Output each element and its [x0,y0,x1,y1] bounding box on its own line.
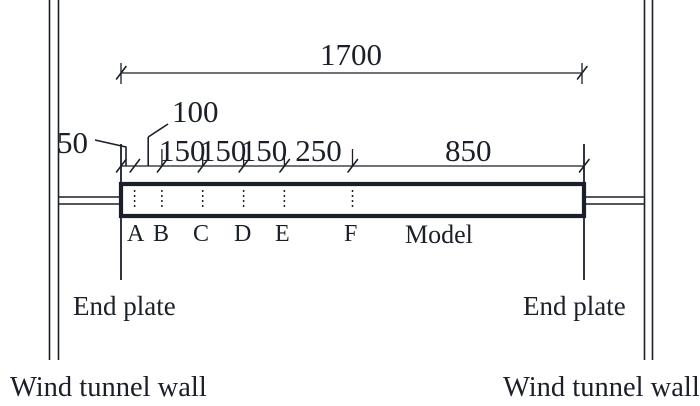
svg-text:850: 850 [445,133,492,168]
svg-text:A: A [127,221,145,247]
svg-text:E: E [275,221,290,247]
svg-text:End plate: End plate [523,291,626,321]
svg-text:Model: Model [405,220,473,249]
svg-text:D: D [234,221,251,247]
svg-text:150: 150 [159,133,206,168]
svg-text:250: 250 [295,133,342,168]
svg-text:End plate: End plate [73,291,176,321]
svg-text:150: 150 [241,133,288,168]
svg-text:C: C [193,221,209,247]
svg-text:1700: 1700 [320,37,382,72]
svg-text:B: B [153,221,169,247]
svg-text:150: 150 [200,133,247,168]
svg-text:50: 50 [57,125,88,160]
svg-text:Wind tunnel wall: Wind tunnel wall [503,372,700,403]
svg-text:Wind tunnel wall: Wind tunnel wall [10,372,207,403]
svg-text:100: 100 [172,94,219,129]
svg-text:F: F [344,221,357,247]
